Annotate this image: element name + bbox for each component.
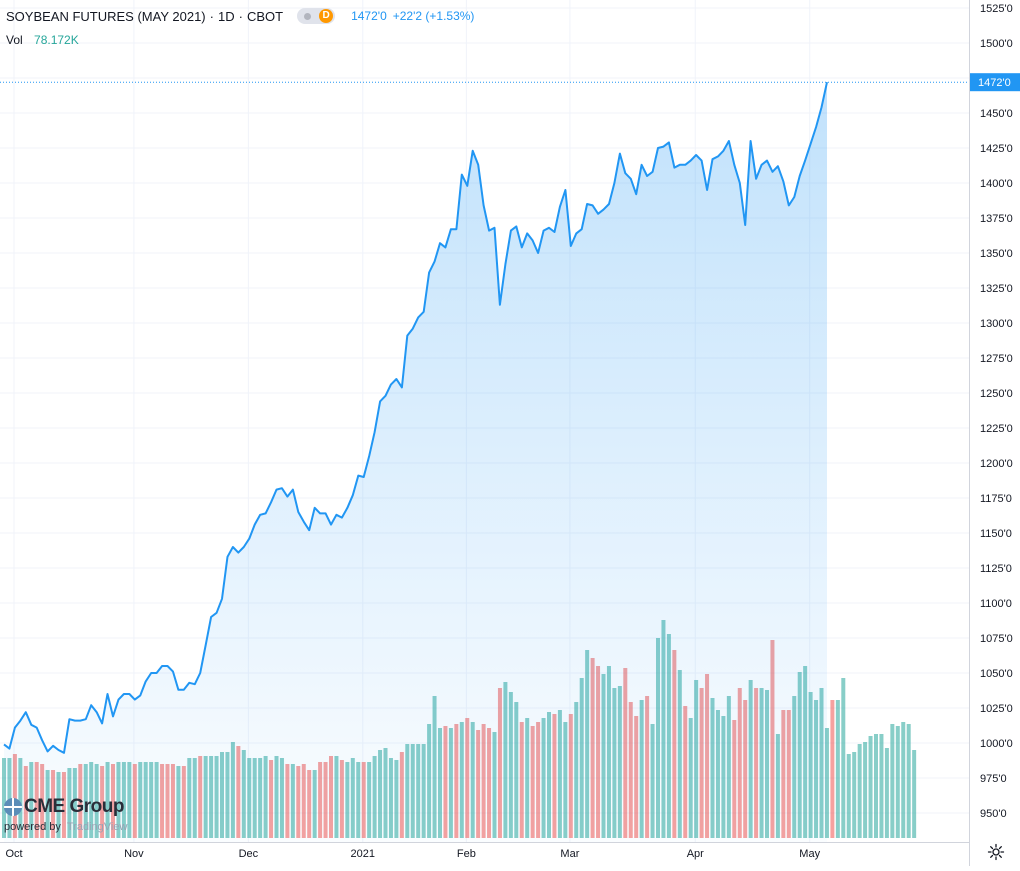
volume-bar xyxy=(890,724,894,838)
y-tick-label: 1175'0 xyxy=(980,493,1012,505)
y-tick-label: 1025'0 xyxy=(980,703,1013,715)
x-tick-label: Feb xyxy=(457,848,476,860)
volume-bar xyxy=(901,722,905,838)
cme-logo[interactable]: CME Group powered by TradingView xyxy=(4,796,127,833)
y-tick-label: 1275'0 xyxy=(980,353,1013,365)
powered-by-text: powered by xyxy=(4,821,61,833)
tradingview-link[interactable]: TradingView xyxy=(67,821,128,833)
x-tick-label: Mar xyxy=(560,848,579,860)
volume-value: 78.172K xyxy=(34,33,79,47)
y-tick-label: 1050'0 xyxy=(980,668,1013,680)
y-tick-label: 1425'0 xyxy=(980,143,1013,155)
volume-label[interactable]: Vol xyxy=(6,33,23,47)
chart-legend: SOYBEAN FUTURES (MAY 2021) · 1D · CBOT D… xyxy=(6,8,474,24)
volume-bar xyxy=(885,748,889,838)
interval[interactable]: 1D xyxy=(218,9,235,24)
separator: · xyxy=(210,9,214,24)
y-tick-label: 1225'0 xyxy=(980,423,1013,435)
volume-bar xyxy=(847,754,851,838)
cme-globe-icon xyxy=(4,798,22,816)
y-tick-label: 1250'0 xyxy=(980,388,1013,400)
logo-text: CME Group xyxy=(24,796,124,818)
last-price: 1472'0 xyxy=(351,9,387,23)
y-tick-label: 1375'0 xyxy=(980,213,1013,225)
volume-bar xyxy=(836,700,840,838)
volume-bar xyxy=(852,752,856,838)
volume-bar xyxy=(858,744,862,838)
y-tick-label: 1300'0 xyxy=(980,318,1013,330)
x-tick-label: May xyxy=(799,848,820,860)
volume-bar xyxy=(830,700,834,838)
y-tick-label: 1400'0 xyxy=(980,178,1013,190)
volume-bar xyxy=(879,734,883,838)
y-tick-label: 950'0 xyxy=(980,808,1007,820)
volume-bar xyxy=(912,750,916,838)
volume-bar xyxy=(863,742,867,838)
x-tick-label: Nov xyxy=(124,848,144,860)
settings-gear-icon[interactable] xyxy=(987,843,1005,861)
price-change: +22'2 (+1.53%) xyxy=(393,9,475,23)
price-area-fill xyxy=(4,82,827,842)
y-tick-label: 1125'0 xyxy=(980,563,1012,575)
volume-bar xyxy=(907,724,911,838)
separator: · xyxy=(239,9,243,24)
exchange: CBOT xyxy=(247,9,283,24)
x-tick-label: 2021 xyxy=(351,848,375,860)
symbol-title[interactable]: SOYBEAN FUTURES (MAY 2021) xyxy=(6,9,206,24)
y-tick-label: 1150'0 xyxy=(980,528,1012,540)
price-axis[interactable]: 1525'01500'01475'01450'01425'01400'01375… xyxy=(970,0,1020,866)
y-tick-label: 1500'0 xyxy=(980,38,1013,50)
y-tick-label: 1450'0 xyxy=(980,108,1013,120)
last-price-label: 1472'0 xyxy=(978,77,1011,89)
x-tick-label: Oct xyxy=(5,848,22,860)
x-tick-label: Dec xyxy=(239,848,259,860)
time-axis[interactable]: Oct Nov Dec 2021 Feb Mar Apr May xyxy=(0,843,969,861)
market-status-badge[interactable]: D xyxy=(297,8,335,24)
price-area xyxy=(0,82,969,842)
x-tick-label: Apr xyxy=(687,848,704,860)
volume-bar xyxy=(896,726,900,838)
volume-bar xyxy=(841,678,845,838)
delayed-badge-icon: D xyxy=(319,9,333,23)
y-tick-label: 1525'0 xyxy=(980,3,1013,15)
y-tick-label: 1200'0 xyxy=(980,458,1013,470)
volume-bar xyxy=(874,734,878,838)
volume-legend: Vol 78.172K xyxy=(6,33,79,47)
y-tick-label: 1325'0 xyxy=(980,283,1013,295)
status-dot-icon xyxy=(304,13,311,20)
volume-bar xyxy=(869,736,873,838)
y-tick-label: 1350'0 xyxy=(980,248,1013,260)
y-tick-label: 1000'0 xyxy=(980,738,1013,750)
y-tick-label: 1100'0 xyxy=(980,598,1012,610)
y-tick-label: 1075'0 xyxy=(980,633,1013,645)
y-tick-label: 975'0 xyxy=(980,773,1007,785)
